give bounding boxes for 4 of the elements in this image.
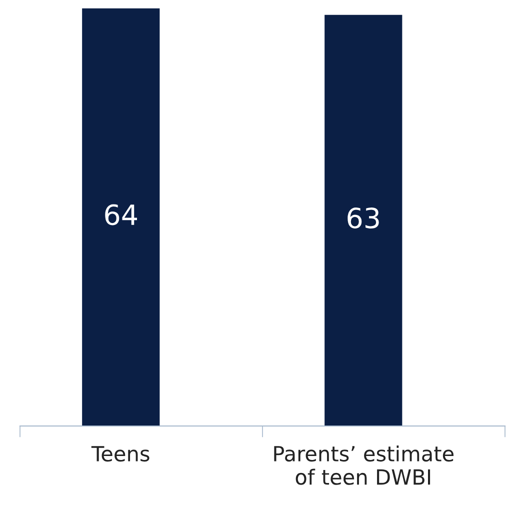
x-tick-label: Parents’ estimate of teen DWBI bbox=[274, 445, 454, 485]
x-tick-label: Teens bbox=[91, 446, 150, 462]
data-label: 64 bbox=[105, 204, 137, 226]
data-label: 63 bbox=[348, 207, 379, 228]
